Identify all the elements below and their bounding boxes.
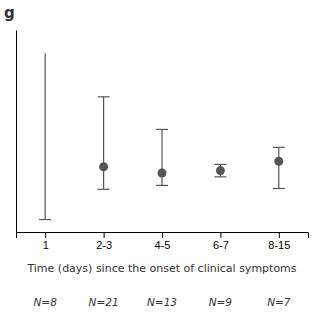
x-tick-mark <box>279 232 280 238</box>
error-cap-upper <box>214 164 226 165</box>
x-tick: 4-5 <box>155 232 171 251</box>
x-axis-title: Time (days) since the onset of clinical … <box>26 262 296 275</box>
marks <box>39 53 285 219</box>
error-cap-lower <box>98 189 110 190</box>
plot: 1 2-3 4-5 6-7 8-15 <box>17 31 309 251</box>
error-cap-upper <box>98 96 110 97</box>
x-tick-mark <box>220 232 221 238</box>
error-cap-lower <box>39 219 51 220</box>
title: g <box>4 4 15 22</box>
x-tick-label: 2-3 <box>96 239 112 251</box>
error-bar <box>278 147 279 188</box>
chart: 1 2-3 4-5 6-7 8-15 Time (days) since the onse… <box>0 0 320 320</box>
x-tick-label: 1 <box>43 239 49 251</box>
n-label: N=7 <box>267 296 291 308</box>
mean-dot <box>158 168 167 177</box>
x-tick-mark <box>162 232 163 238</box>
x-tick-label: 6-7 <box>213 239 229 251</box>
n-label: N=8 <box>34 296 58 308</box>
mean-dot <box>99 162 108 171</box>
n-label: N=21 <box>89 296 119 308</box>
x-tick: 1 <box>43 232 49 251</box>
mean-dot <box>274 157 283 166</box>
mean-dot <box>216 166 225 175</box>
x-tick-label: 8-15 <box>268 239 290 251</box>
error-cap-lower <box>273 188 285 189</box>
error-bar <box>45 53 46 219</box>
x-tick: 8-15 <box>268 232 290 251</box>
x-tick-mark <box>104 232 105 238</box>
error-cap-upper <box>156 129 168 130</box>
error-cap-lower <box>214 176 226 177</box>
error-bar <box>103 97 104 189</box>
x-tick: 2-3 <box>96 232 112 251</box>
n-label: N=9 <box>209 296 233 308</box>
y-axis-line <box>16 31 17 233</box>
x-axis-line <box>17 233 309 239</box>
x-tick-label: 4-5 <box>155 239 171 251</box>
x-tick-mark <box>45 232 46 238</box>
x-tick: 6-7 <box>213 232 229 251</box>
n-label: N=13 <box>147 296 177 308</box>
y-axis <box>16 31 17 233</box>
error-cap-upper <box>273 147 285 148</box>
error-cap-lower <box>156 185 168 186</box>
x-axis: 1 2-3 4-5 6-7 8-15 <box>17 232 309 251</box>
